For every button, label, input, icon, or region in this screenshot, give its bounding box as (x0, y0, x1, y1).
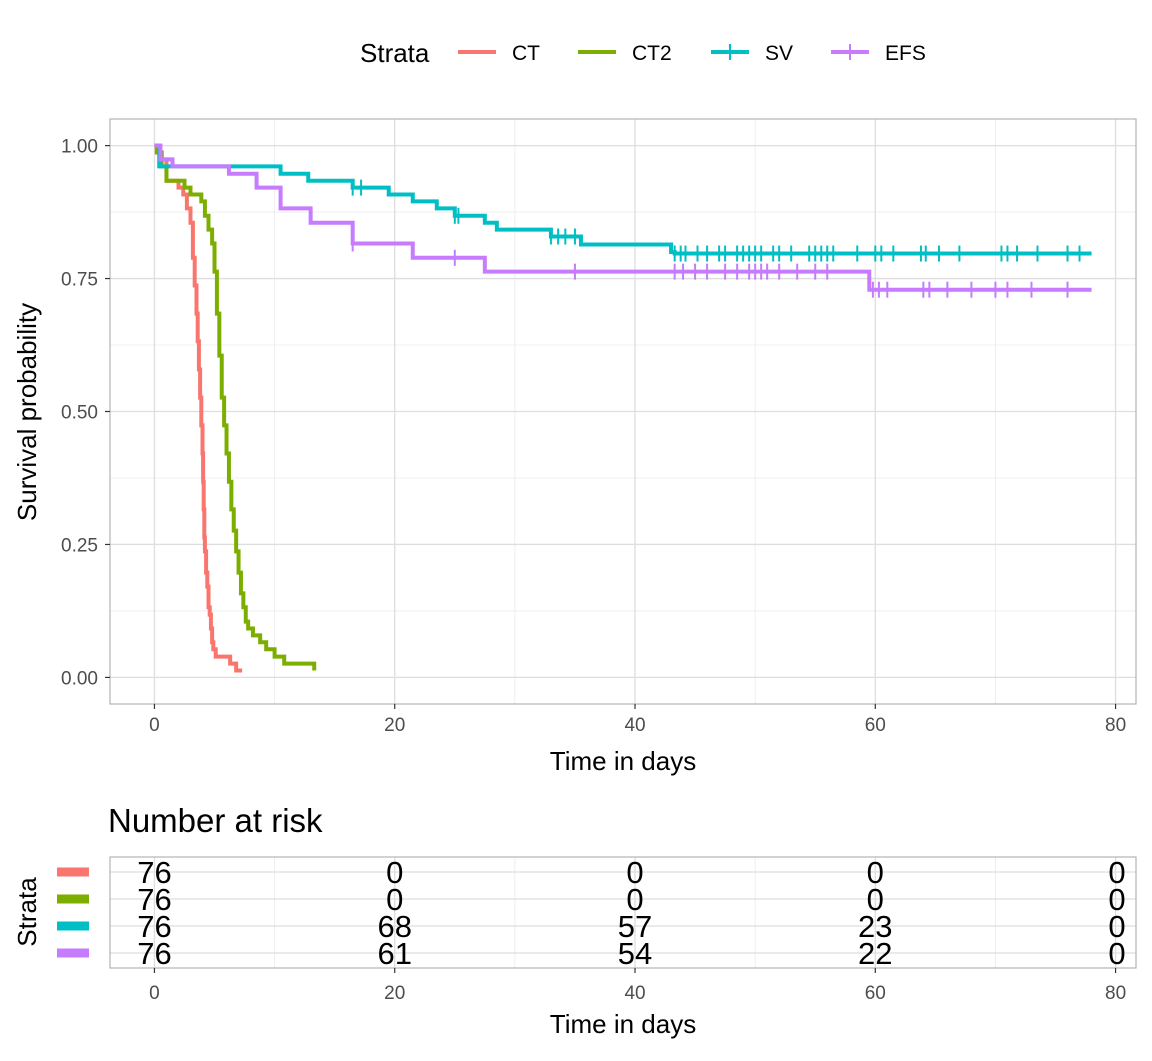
x-tick-label: 80 (1105, 715, 1126, 736)
risk-x-tick-label: 20 (384, 983, 405, 1004)
x-tick-label: 0 (149, 715, 160, 736)
risk-x-tick-label: 80 (1105, 983, 1126, 1004)
main-y-axis-title: Survival probability (12, 303, 42, 521)
risk-cell: 0 (626, 882, 643, 917)
risk-cell: 22 (858, 936, 892, 971)
x-tick-label: 20 (384, 715, 405, 736)
main-plot: 0 20 40 60 80 0.00 0.25 0.50 0.75 1.00 Time in da… (12, 118, 1137, 776)
risk-x-tick-label: 60 (865, 983, 886, 1004)
legend: Strata CT CT2 SV EFS (360, 38, 926, 68)
risk-cell: 0 (386, 882, 403, 917)
risk-cell: 57 (618, 909, 652, 944)
main-ticks: 0 20 40 60 80 0.00 0.25 0.50 0.75 1.00 (61, 137, 1126, 736)
series-line-ct (154, 143, 243, 673)
y-tick-label: 0.50 (61, 403, 98, 424)
risk-table-title: Number at risk (108, 802, 323, 839)
risk-x-tick-label: 0 (149, 983, 160, 1004)
risk-cell: 0 (1108, 855, 1125, 890)
risk-cells: 76 0 0 0 076 0 0 0 076 68 57 23 076 61 54 22 0 (137, 855, 1125, 971)
risk-cell: 0 (867, 855, 884, 890)
legend-item-efs: EFS (831, 42, 926, 65)
risk-cell: 68 (377, 909, 411, 944)
risk-grid (110, 857, 1136, 968)
x-tick-label: 40 (624, 715, 645, 736)
legend-label-sv: SV (765, 42, 793, 65)
risk-y-axis-title: Strata (12, 877, 42, 947)
legend-items: CT CT2 SV EFS (458, 42, 926, 65)
risk-cell: 0 (626, 855, 643, 890)
y-tick-label: 0.25 (61, 535, 98, 556)
legend-item-ct: CT (458, 42, 540, 65)
legend-label-ct2: CT2 (632, 42, 672, 65)
risk-table-border (109, 856, 1137, 969)
risk-cell: 61 (377, 936, 411, 971)
risk-cell: 76 (137, 909, 171, 944)
main-series (154, 143, 1092, 673)
legend-label-ct: CT (512, 42, 540, 65)
y-tick-label: 0.75 (61, 270, 98, 291)
risk-cell: 76 (137, 882, 171, 917)
risk-cell: 76 (137, 936, 171, 971)
risk-cell: 23 (858, 909, 892, 944)
risk-table: Number at risk 76 0 0 0 076 0 0 0 076 68 57 23 076 61… (12, 802, 1137, 1039)
risk-cell: 0 (1108, 936, 1125, 971)
legend-item-sv: SV (711, 42, 793, 65)
legend-title: Strata (360, 38, 430, 68)
risk-cell: 0 (386, 855, 403, 890)
x-tick-label: 60 (865, 715, 886, 736)
legend-label-efs: EFS (885, 42, 926, 65)
y-tick-label: 1.00 (61, 137, 98, 158)
risk-strata-keys (57, 867, 89, 958)
main-grid (110, 119, 1136, 704)
main-x-axis-title: Time in days (550, 746, 696, 776)
series-line-ct2 (154, 143, 317, 671)
risk-cell: 54 (618, 936, 652, 971)
risk-x-tick-label: 40 (624, 983, 645, 1004)
risk-cell: 76 (137, 855, 171, 890)
series-line-sv (154, 143, 1092, 256)
risk-x-axis-title: Time in days (550, 1009, 696, 1039)
risk-ticks: 0 20 40 60 80 (149, 968, 1126, 1004)
risk-cell: 0 (1108, 882, 1125, 917)
risk-cell: 0 (867, 882, 884, 917)
series-line-efs (154, 143, 1092, 292)
legend-item-ct2: CT2 (578, 42, 672, 65)
risk-cell: 0 (1108, 909, 1125, 944)
y-tick-label: 0.00 (61, 668, 98, 689)
